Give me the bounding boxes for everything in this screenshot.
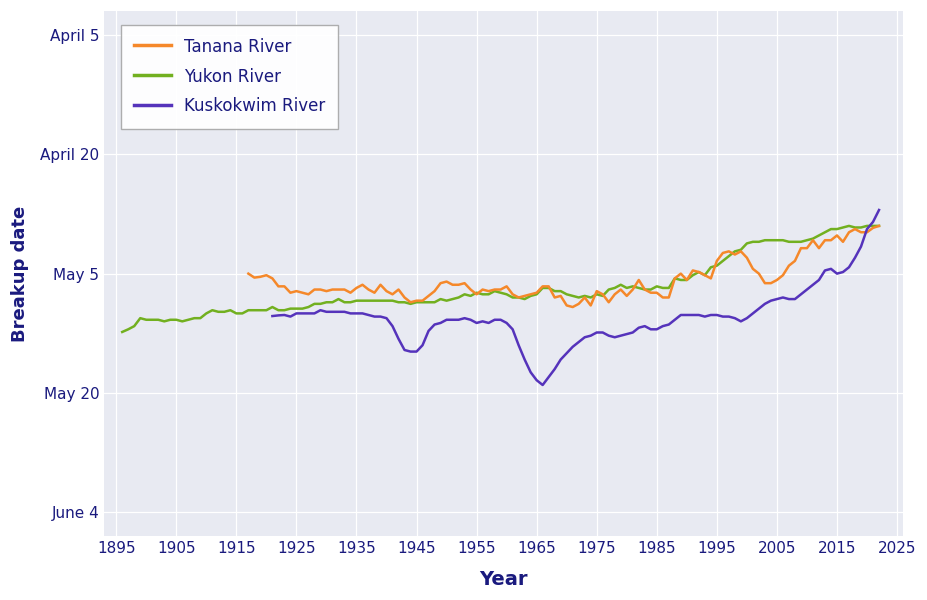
Tanana River [872,222,883,229]
Kuskokwim River [380,314,391,322]
X-axis label: Year: Year [479,570,527,589]
Kuskokwim River [746,310,757,317]
Yukon River [843,222,854,229]
Kuskokwim River [794,291,806,298]
Kuskokwim River [537,382,548,389]
Kuskokwim River [872,206,883,214]
Legend: Tanana River, Yukon River, Kuskokwim River: Tanana River, Yukon River, Kuskokwim Riv… [121,25,338,128]
Tanana River [566,304,578,311]
Tanana River [243,270,254,277]
Line: Kuskokwim River: Kuskokwim River [273,210,878,385]
Yukon River [153,316,164,323]
Tanana River [620,292,631,299]
Yukon River [819,229,830,236]
Kuskokwim River [549,365,560,373]
Tanana River [680,277,692,284]
Tanana River [656,294,667,301]
Y-axis label: Breakup date: Breakup date [11,205,29,342]
Line: Tanana River: Tanana River [248,226,878,307]
Yukon River [753,238,764,245]
Kuskokwim River [699,313,710,320]
Yukon River [117,328,128,335]
Tanana River [260,272,272,279]
Yukon River [596,292,607,299]
Tanana River [615,286,626,293]
Kuskokwim River [267,313,278,320]
Kuskokwim River [399,346,410,353]
Yukon River [554,287,565,295]
Yukon River [872,222,883,229]
Yukon River [566,292,578,299]
Tanana River [794,245,806,252]
Line: Yukon River: Yukon River [122,226,878,332]
